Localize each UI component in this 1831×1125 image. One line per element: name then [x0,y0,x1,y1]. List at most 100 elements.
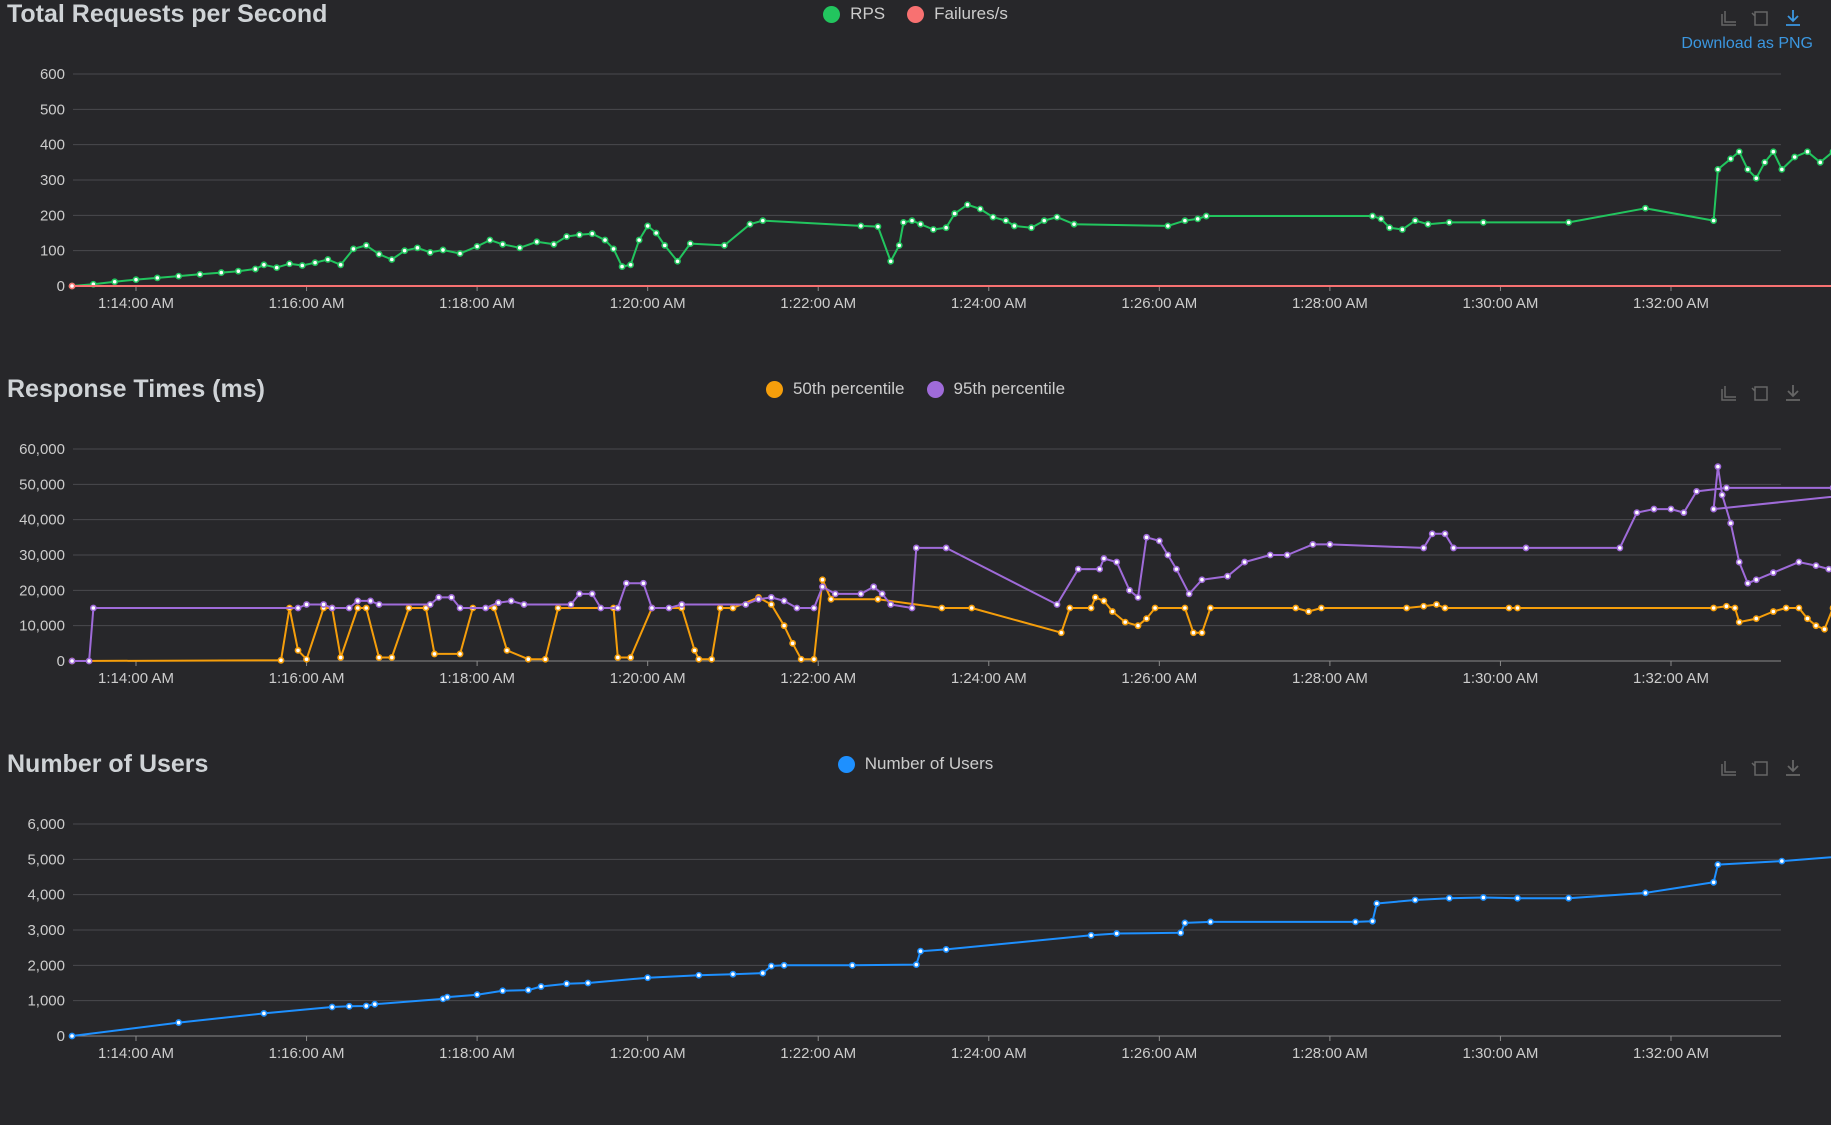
data-point[interactable] [648,604,656,612]
data-point[interactable] [1172,565,1180,573]
data-point[interactable] [456,604,464,612]
data-point[interactable] [1710,604,1718,612]
data-point[interactable] [1028,224,1035,232]
data-point[interactable] [456,650,464,658]
data-point[interactable] [614,604,622,612]
data-point[interactable] [362,604,370,612]
data-point[interactable] [1266,551,1274,559]
data-point[interactable] [1642,889,1649,897]
data-point[interactable] [1804,148,1811,156]
data-point[interactable] [1825,565,1831,573]
data-point[interactable] [644,222,652,230]
data-point[interactable] [1198,629,1206,637]
data-point[interactable] [1821,625,1828,633]
data-point[interactable] [1445,218,1453,226]
data-point[interactable] [1445,894,1453,902]
data-point[interactable] [1735,558,1743,566]
data-point[interactable] [1241,558,1249,566]
data-point[interactable] [431,650,438,658]
data-point[interactable] [1151,604,1159,612]
data-point[interactable] [1816,158,1824,166]
data-point[interactable] [196,270,204,278]
data-point[interactable] [1744,165,1752,173]
data-point[interactable] [375,601,383,608]
data-point[interactable] [1441,604,1449,612]
data-point[interactable] [686,240,694,247]
data-point[interactable] [1522,544,1530,552]
data-point[interactable] [1292,604,1300,612]
data-point[interactable] [401,247,409,255]
data-point[interactable] [767,601,775,608]
data-point[interactable] [354,604,362,612]
data-point[interactable] [1505,604,1513,612]
data-point[interactable] [375,250,383,258]
data-point[interactable] [874,223,882,231]
data-point[interactable] [1752,615,1760,622]
download-icon[interactable] [1783,383,1803,403]
data-point[interactable] [554,604,562,612]
data-point[interactable] [627,654,635,661]
data-point[interactable] [153,274,161,282]
data-point[interactable] [1424,220,1432,228]
data-point[interactable] [111,278,119,286]
data-point[interactable] [1202,212,1210,220]
zoom-reset-icon[interactable] [1751,383,1771,403]
data-point[interactable] [1143,533,1150,541]
data-point[interactable] [1403,604,1411,612]
data-point[interactable] [550,240,558,248]
data-point[interactable] [1070,220,1078,228]
data-point[interactable] [870,583,878,591]
data-point[interactable] [1373,900,1381,907]
data-point[interactable] [1053,213,1061,221]
data-point[interactable] [286,260,293,268]
data-point[interactable] [874,595,882,603]
download-icon[interactable] [1783,8,1803,28]
data-point[interactable] [495,599,502,607]
data-point[interactable] [388,256,396,263]
data-point[interactable] [640,579,647,587]
data-point[interactable] [1134,593,1142,601]
data-point[interactable] [1812,622,1820,630]
data-point[interactable] [499,987,507,995]
data-point[interactable] [1194,215,1202,223]
data-point[interactable] [691,646,698,654]
data-point[interactable] [721,241,728,249]
data-point[interactable] [797,655,805,663]
legend-item-p95[interactable]: 95th percentile [926,379,1065,399]
data-point[interactable] [1198,576,1206,584]
data-point[interactable] [1735,618,1743,626]
data-point[interactable] [1185,590,1193,598]
legend-item-users[interactable]: Number of Users [837,754,993,774]
data-point[interactable] [942,224,950,232]
data-point[interactable] [674,257,681,265]
data-point[interactable] [132,276,140,284]
data-point[interactable] [499,240,507,248]
data-point[interactable] [448,593,455,601]
data-point[interactable] [942,544,950,552]
data-point[interactable] [1693,488,1700,495]
data-point[interactable] [1735,148,1743,156]
data-point[interactable] [482,604,490,612]
data-point[interactable] [588,590,596,598]
data-point[interactable] [1727,519,1735,527]
data-point[interactable] [976,205,984,213]
data-point[interactable] [1642,204,1649,212]
data-point[interactable] [729,970,737,978]
data-point[interactable] [1616,544,1624,552]
data-point[interactable] [328,604,336,612]
data-point[interactable] [303,601,310,608]
data-point[interactable] [746,220,754,228]
data-point[interactable] [337,261,345,269]
data-point[interactable] [810,655,818,663]
data-point[interactable] [1769,608,1777,615]
legend-item-p50[interactable]: 50th percentile [765,379,905,399]
data-point[interactable] [819,576,826,584]
data-point[interactable] [1710,878,1718,886]
data-point[interactable] [1002,217,1010,225]
data-point[interactable] [1369,917,1376,925]
data-point[interactable] [1450,544,1457,552]
data-point[interactable] [68,282,76,290]
data-point[interactable] [1164,222,1172,230]
data-point[interactable] [584,979,592,987]
data-point[interactable] [1352,918,1359,926]
